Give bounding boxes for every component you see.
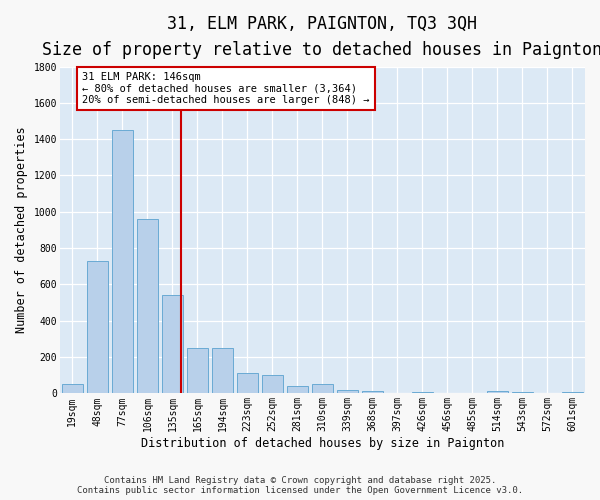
X-axis label: Distribution of detached houses by size in Paignton: Distribution of detached houses by size …	[141, 437, 504, 450]
Bar	[412, 392, 433, 394]
Title: 31, ELM PARK, PAIGNTON, TQ3 3QH
Size of property relative to detached houses in : 31, ELM PARK, PAIGNTON, TQ3 3QH Size of …	[43, 15, 600, 60]
Bar	[537, 392, 558, 394]
Bar	[337, 390, 358, 394]
Text: Contains HM Land Registry data © Crown copyright and database right 2025.
Contai: Contains HM Land Registry data © Crown c…	[77, 476, 523, 495]
Bar	[162, 296, 183, 394]
Bar	[212, 348, 233, 394]
Bar	[187, 348, 208, 394]
Bar	[437, 392, 458, 394]
Bar	[237, 374, 258, 394]
Bar	[387, 392, 408, 394]
Bar	[112, 130, 133, 394]
Bar	[312, 384, 333, 394]
Y-axis label: Number of detached properties: Number of detached properties	[15, 126, 28, 334]
Text: 31 ELM PARK: 146sqm
← 80% of detached houses are smaller (3,364)
20% of semi-det: 31 ELM PARK: 146sqm ← 80% of detached ho…	[82, 72, 370, 105]
Bar	[487, 390, 508, 394]
Bar	[287, 386, 308, 394]
Bar	[137, 219, 158, 394]
Bar	[462, 392, 483, 394]
Bar	[362, 390, 383, 394]
Bar	[562, 392, 583, 394]
Bar	[512, 392, 533, 394]
Bar	[62, 384, 83, 394]
Bar	[87, 261, 108, 394]
Bar	[262, 376, 283, 394]
